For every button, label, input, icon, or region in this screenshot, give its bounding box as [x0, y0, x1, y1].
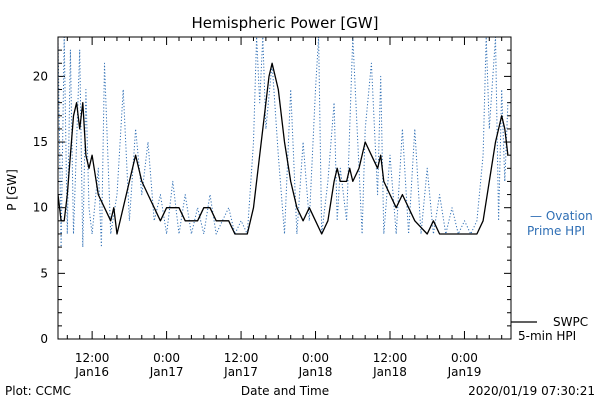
plot-credit: Plot: CCMC [5, 384, 71, 398]
legend-ovation-line1: — Ovation [530, 209, 593, 223]
x-tick-label-time: 12:00 [373, 351, 408, 365]
y-tick-label: 10 [33, 201, 48, 215]
x-tick-label-date: Jan16 [74, 365, 109, 379]
legend-ovation: — Ovation Prime HPI [527, 209, 593, 238]
series-ovation-prime-line [58, 37, 509, 248]
x-tick-label-time: 0:00 [451, 351, 478, 365]
legend-swpc-line2: 5-min HPI [518, 329, 576, 343]
y-tick-label: 15 [33, 135, 48, 149]
x-axis-label: Date and Time [241, 384, 329, 398]
data-series [58, 37, 509, 248]
chart-title: Hemispheric Power [GW] [192, 14, 379, 32]
legend-swpc: SWPC 5-min HPI [511, 315, 588, 343]
y-axis-label: P [GW] [5, 169, 19, 211]
x-tick-label-time: 0:00 [153, 351, 180, 365]
x-tick-label-date: Jan17 [223, 365, 258, 379]
series-swpc-line [58, 62, 509, 235]
x-tick-label-date: Jan19 [447, 365, 482, 379]
x-tick-label-date: Jan18 [372, 365, 407, 379]
x-tick-label-time: 12:00 [224, 351, 259, 365]
x-tick-label-time: 0:00 [302, 351, 329, 365]
y-tick-label: 0 [40, 332, 48, 346]
y-tick-label: 20 [33, 69, 48, 83]
x-tick-label-time: 12:00 [75, 351, 110, 365]
axis-ticks: 0510152012:00Jan160:00Jan1712:00Jan170:0… [33, 36, 511, 379]
plot-timestamp: 2020/01/19 07:30:21 [468, 384, 595, 398]
legend-ovation-line2: Prime HPI [527, 224, 585, 238]
legend-swpc-line1: SWPC [553, 315, 588, 329]
x-tick-label-date: Jan17 [149, 365, 184, 379]
plot-frame [57, 36, 512, 340]
x-tick-label-date: Jan18 [298, 365, 333, 379]
y-tick-label: 5 [40, 266, 48, 280]
